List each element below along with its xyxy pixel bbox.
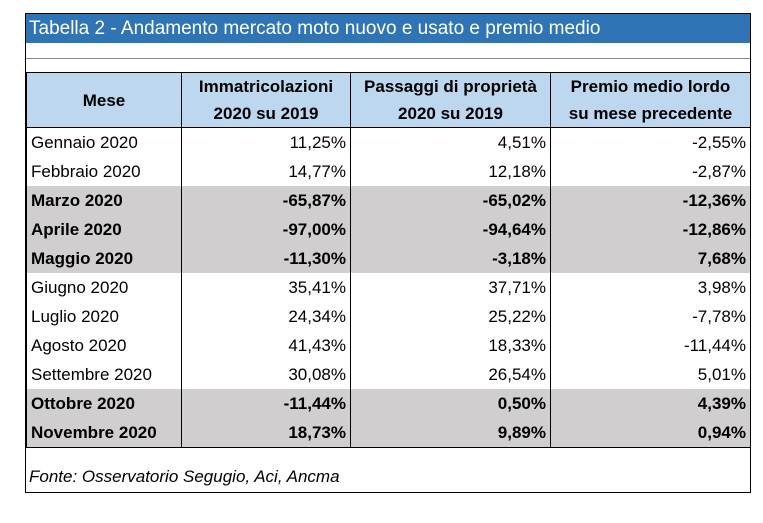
header-passaggi: Passaggi di proprietà 2020 su 2019 [350,72,551,128]
cell-passaggi: 18,33% [350,331,551,360]
cell-immatricolazioni: -65,87% [181,186,351,215]
cell-passaggi: 25,22% [350,302,551,331]
cell-premio: -12,36% [550,186,751,215]
cell-immatricolazioni: 18,73% [181,418,351,448]
cell-premio: 0,94% [550,418,751,448]
cell-passaggi: 4,51% [350,127,551,157]
cell-mese: Febbraio 2020 [26,157,182,186]
cell-passaggi: 26,54% [350,360,551,389]
table-frame: Tabella 2 - Andamento mercato moto nuovo… [25,13,751,493]
cell-passaggi: -3,18% [350,244,551,273]
cell-premio: 4,39% [550,389,751,418]
cell-premio: -2,87% [550,157,751,186]
table-row: Luglio 2020 24,34% 25,22% -7,78% [26,302,751,331]
cell-mese: Giugno 2020 [26,273,182,302]
header-mese: Mese [26,72,182,128]
cell-premio: -11,44% [550,331,751,360]
cell-premio: -2,55% [550,127,751,157]
table-row: Giugno 2020 35,41% 37,71% 3,98% [26,273,751,302]
header-premio-line1: Premio medio lordo [570,77,731,96]
header-premio: Premio medio lordo su mese precedente [550,72,751,128]
table-row-highlighted: Maggio 2020 -11,30% -3,18% 7,68% [26,244,751,273]
table-row-highlighted: Novembre 2020 18,73% 9,89% 0,94% [26,418,751,448]
table-row: Settembre 2020 30,08% 26,54% 5,01% [26,360,751,389]
cell-immatricolazioni: 41,43% [181,331,351,360]
cell-immatricolazioni: 14,77% [181,157,351,186]
cell-mese: Maggio 2020 [26,244,182,273]
data-table: Mese Immatricolazioni 2020 su 2019 Passa… [26,72,751,448]
header-passaggi-line1: Passaggi di proprietà [364,77,537,96]
cell-passaggi: 0,50% [350,389,551,418]
table-title: Tabella 2 - Andamento mercato moto nuovo… [26,14,750,43]
table-row-highlighted: Aprile 2020 -97,00% -94,64% -12,86% [26,215,751,244]
table-row-highlighted: Marzo 2020 -65,87% -65,02% -12,36% [26,186,751,215]
table-row: Gennaio 2020 11,25% 4,51% -2,55% [26,127,751,157]
cell-mese: Marzo 2020 [26,186,182,215]
header-premio-line2: su mese precedente [568,104,733,123]
cell-mese: Aprile 2020 [26,215,182,244]
header-immatricolazioni: Immatricolazioni 2020 su 2019 [181,72,351,128]
cell-mese: Agosto 2020 [26,331,182,360]
cell-immatricolazioni: -97,00% [181,215,351,244]
cell-immatricolazioni: 30,08% [181,360,351,389]
cell-premio: 7,68% [550,244,751,273]
cell-mese: Gennaio 2020 [26,127,182,157]
cell-premio: 5,01% [550,360,751,389]
source-note: Fonte: Osservatorio Segugio, Aci, Ancma [29,467,340,486]
cell-immatricolazioni: 35,41% [181,273,351,302]
cell-mese: Ottobre 2020 [26,389,182,418]
cell-passaggi: 9,89% [350,418,551,448]
table-row: Febbraio 2020 14,77% 12,18% -2,87% [26,157,751,186]
cell-premio: -12,86% [550,215,751,244]
cell-immatricolazioni: 11,25% [181,127,351,157]
cell-mese: Settembre 2020 [26,360,182,389]
cell-passaggi: -65,02% [350,186,551,215]
header-immatricolazioni-line1: Immatricolazioni [198,77,334,96]
table-row: Agosto 2020 41,43% 18,33% -11,44% [26,331,751,360]
cell-passaggi: 37,71% [350,273,551,302]
cell-immatricolazioni: -11,30% [181,244,351,273]
cell-passaggi: -94,64% [350,215,551,244]
header-row: Mese Immatricolazioni 2020 su 2019 Passa… [26,72,751,128]
cell-immatricolazioni: 24,34% [181,302,351,331]
cell-premio: -7,78% [550,302,751,331]
cell-premio: 3,98% [550,273,751,302]
cell-immatricolazioni: -11,44% [181,389,351,418]
cell-passaggi: 12,18% [350,157,551,186]
table-row-highlighted: Ottobre 2020 -11,44% 0,50% 4,39% [26,389,751,418]
cell-mese: Novembre 2020 [26,418,182,448]
cell-mese: Luglio 2020 [26,302,182,331]
header-passaggi-line2: 2020 su 2019 [398,104,503,123]
divider [26,58,750,59]
header-immatricolazioni-line2: 2020 su 2019 [213,104,319,123]
